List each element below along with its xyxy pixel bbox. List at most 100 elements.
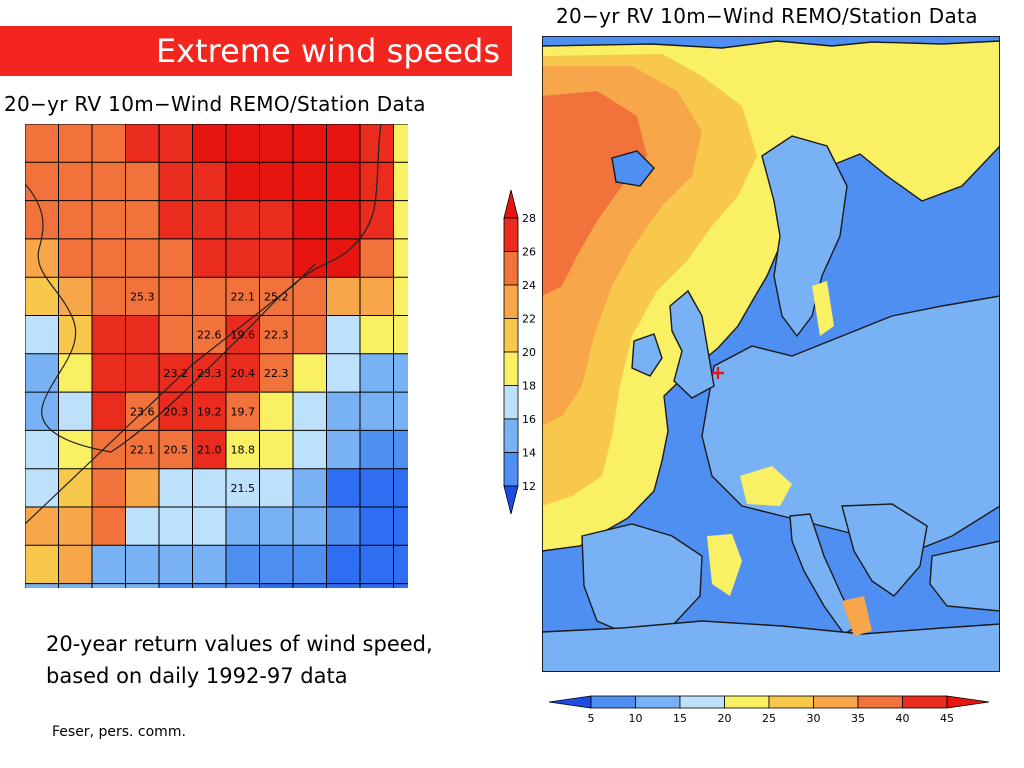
grid-cell [360, 507, 394, 546]
colorbar-tick-label: 20 [718, 712, 732, 725]
left-map-title: 20−yr RV 10m−Wind REMO/Station Data [4, 92, 426, 116]
colorbar-box [503, 318, 519, 353]
station-value: 19.6 [231, 329, 256, 342]
grid-cell [125, 430, 159, 469]
station-value: 23.2 [164, 367, 189, 380]
grid-cell [360, 238, 394, 278]
grid-cell [393, 430, 408, 469]
grid-cell [259, 238, 293, 278]
grid-cell [92, 315, 126, 354]
grid-cell [92, 124, 126, 163]
grid-cell [125, 583, 159, 588]
grid-cell [293, 507, 327, 546]
grid-cell [159, 238, 193, 278]
station-grid-map: 25.3 22.1 25.2 22.6 19.6 22.3 23.2 23.3 20.4 22.3… [25, 124, 408, 588]
colorbar-box [503, 452, 519, 487]
grid-cell [125, 124, 159, 163]
grid-cell [293, 315, 327, 354]
grid-cell [293, 162, 327, 201]
grid-cell [360, 124, 394, 163]
grid-cell [58, 238, 92, 278]
horizontal-colorbar: 5 10 15 20 25 30 35 40 45 [548, 695, 990, 725]
grid-cell [25, 162, 59, 201]
colorbar-tick-label: 20 [522, 346, 536, 359]
grid-cell [360, 392, 394, 431]
grid-cell [125, 238, 159, 278]
iberia [581, 523, 703, 637]
grid-cell [259, 315, 293, 354]
grid-cell [58, 200, 92, 239]
grid-cell [326, 200, 360, 239]
grid-cell [259, 392, 293, 431]
grid-cell [226, 353, 260, 393]
grid-cell [58, 468, 92, 507]
grid-cell [92, 507, 126, 546]
grid-cell [360, 545, 394, 584]
colorbar-tick-label: 24 [522, 279, 536, 292]
grid-cells [25, 124, 408, 588]
grid-cell [25, 315, 59, 354]
landmass-red-core [542, 91, 647, 296]
grid-cell [92, 392, 126, 431]
grid-cell [92, 468, 126, 507]
grid-cell [226, 583, 260, 588]
station-value: 21.0 [197, 444, 222, 457]
grid-cell [226, 430, 260, 469]
diagonal-contour [25, 263, 316, 525]
grid-cell [25, 277, 59, 316]
colorbar-tick-label: 40 [896, 712, 910, 725]
grid-cell [360, 315, 394, 354]
colorbar-arrow-bottom [503, 485, 519, 515]
europe-wind-map [542, 36, 1000, 672]
grid-cell [192, 507, 226, 546]
station-marker-icon [712, 367, 724, 379]
grid-cell [58, 353, 92, 393]
patch-yellow-baltic [812, 281, 834, 336]
grid-cell [259, 468, 293, 507]
station-value: 21.5 [231, 482, 256, 495]
colorbar-box [635, 695, 681, 709]
vertical-colorbar: 12 14 16 18 20 22 24 26 28 [503, 189, 536, 515]
grid-cell [159, 353, 193, 393]
grid-cell [393, 353, 408, 393]
grid-cell [259, 583, 293, 588]
north-africa [542, 620, 1000, 672]
grid-cell [92, 277, 126, 316]
scandinavia [761, 135, 848, 338]
grid-cell [293, 468, 327, 507]
grid-cell [192, 277, 226, 316]
grid-cell [159, 430, 193, 469]
ireland [631, 333, 663, 377]
colorbar-arrow-top [503, 189, 519, 219]
caption: 20-year return values of wind speed, bas… [46, 628, 433, 692]
colorbar-tick-label: 12 [522, 480, 536, 493]
grid-cell [92, 200, 126, 239]
station-value: 20.4 [231, 367, 256, 380]
station-value: 20.3 [164, 405, 189, 418]
grid-cell [226, 238, 260, 278]
grid-cell [192, 583, 226, 588]
station-value: 22.6 [197, 329, 222, 342]
grid-cell [159, 162, 193, 201]
colorbar-tick-label: 22 [522, 313, 536, 326]
grid-cell [259, 124, 293, 163]
patch-yellow-iberia [707, 534, 742, 596]
grid-cell [226, 162, 260, 201]
station-value: 25.2 [264, 290, 289, 303]
grid-cell [226, 124, 260, 163]
colorbar-arrow-right [946, 695, 990, 709]
colorbar-box [768, 695, 814, 709]
colorbar-tick-label: 14 [522, 447, 536, 460]
grid-cell [58, 430, 92, 469]
grid-cell [159, 277, 193, 316]
station-value: 20.5 [164, 444, 189, 457]
grid-cell [92, 238, 126, 278]
iceland [611, 150, 655, 187]
grid-cell [25, 200, 59, 239]
horizontal-colorbar-labels: 5 10 15 20 25 30 35 40 45 [588, 712, 955, 725]
grid-cell [58, 545, 92, 584]
vertical-colorbar-labels: 12 14 16 18 20 22 24 26 28 [522, 212, 536, 493]
grid-cell [125, 545, 159, 584]
grid-cell [360, 277, 394, 316]
grid-cell [226, 507, 260, 546]
